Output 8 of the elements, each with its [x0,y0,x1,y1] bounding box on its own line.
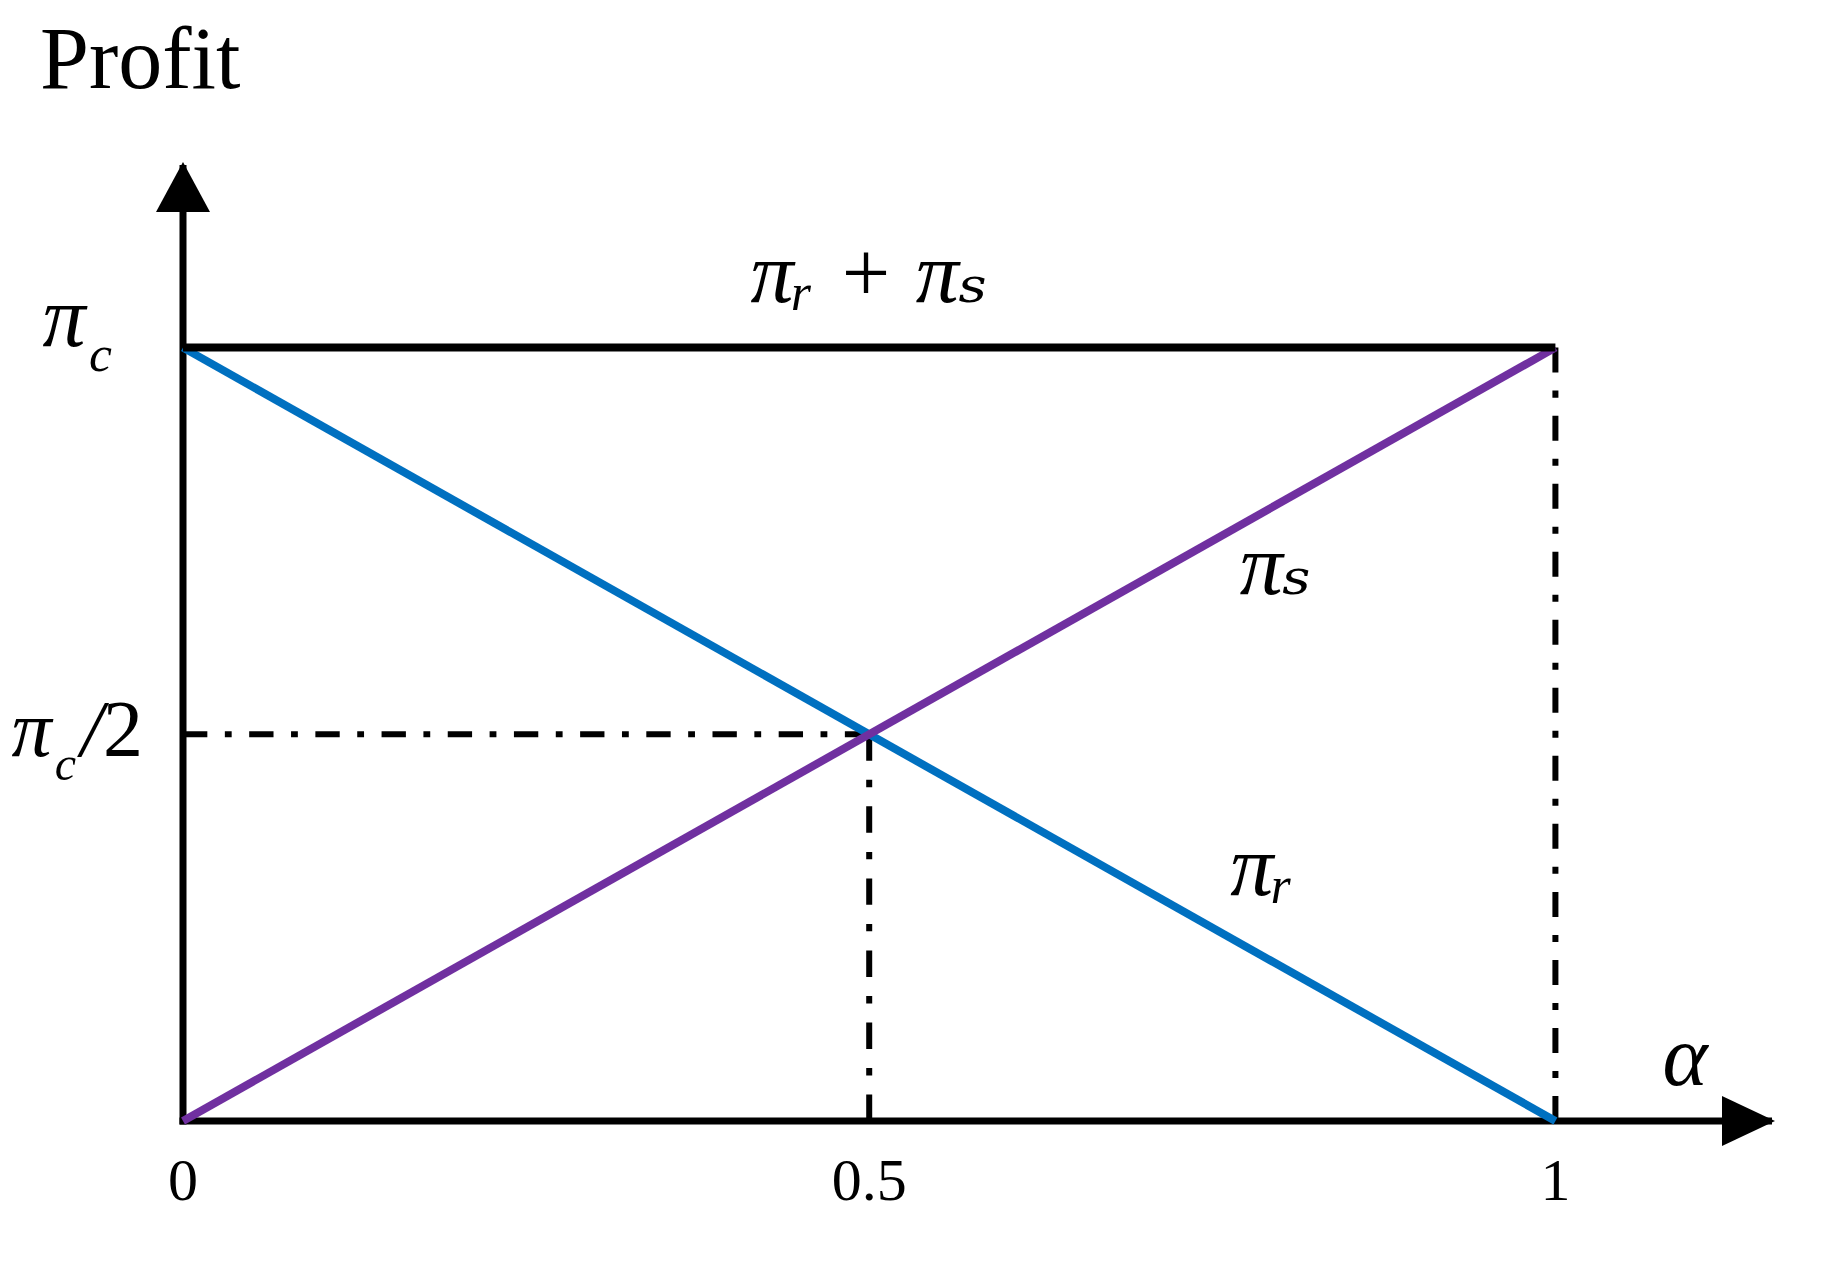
x-axis-title: α [1662,1008,1710,1104]
x-tick-label: 1 [1540,1147,1571,1213]
series-label: πₛ [1239,517,1312,614]
series-label: πᵣ + πₛ [750,224,988,321]
y-axis-title: Profit [40,10,241,107]
x-tick-label: 0.5 [831,1147,907,1213]
series-label: πᵣ [1230,817,1295,914]
x-tick-label: 0 [168,1147,198,1213]
